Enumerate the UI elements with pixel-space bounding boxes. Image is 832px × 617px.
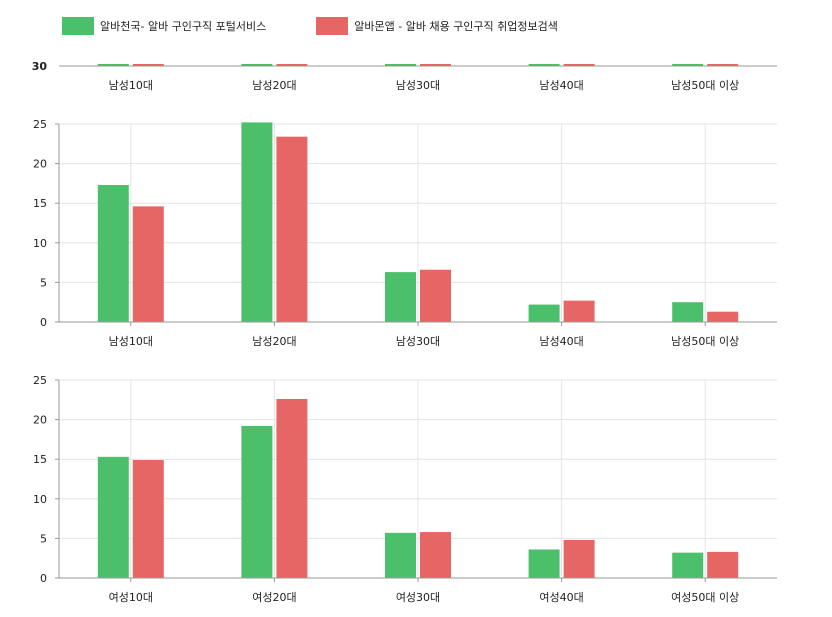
chart2-bar-series1-2[interactable] xyxy=(241,122,273,322)
legend-item-series1[interactable]: 알바천국- 알바 구인구직 포털서비스 xyxy=(62,16,266,36)
chart2-y-tick-label: 15 xyxy=(33,197,47,210)
chart3-y-tick-label: 20 xyxy=(33,414,47,427)
chart3-bar-series1-4[interactable] xyxy=(528,549,560,578)
chart3-bar-series2-1[interactable] xyxy=(132,459,164,578)
chart2-y-tick-label: 5 xyxy=(40,276,47,289)
chart2-bar-series1-5[interactable] xyxy=(672,302,704,322)
chart-legend: 알바천국- 알바 구인구직 포털서비스 알바몬앱 - 알바 채용 구인구직 취업… xyxy=(62,16,608,36)
chart1-y-tick-label: 30 xyxy=(32,60,48,73)
chart2-bar-series2-3[interactable] xyxy=(420,269,451,322)
legend-swatch-series1 xyxy=(62,17,94,35)
chart2-category-label: 남성10대 xyxy=(109,335,153,348)
chart2-category-label: 남성50대 이상 xyxy=(671,335,739,348)
chart2-y-tick-label: 10 xyxy=(33,237,47,250)
legend-swatch-series2 xyxy=(316,17,349,35)
legend-label-series1: 알바천국- 알바 구인구직 포털서비스 xyxy=(100,20,267,33)
chart2-category-label: 남성30대 xyxy=(396,335,440,348)
chart3-y-tick-label: 5 xyxy=(40,532,47,545)
chart1-category-label: 남성10대 xyxy=(109,79,153,92)
chart2-bar-series1-1[interactable] xyxy=(97,184,129,322)
chart1-category-label: 남성50대 이상 xyxy=(671,79,739,92)
chart2-bar-series2-5[interactable] xyxy=(707,311,739,322)
chart2-bar-series2-1[interactable] xyxy=(132,206,164,322)
chart2-y-tick-label: 0 xyxy=(40,316,47,329)
chart2-category-label: 남성20대 xyxy=(252,335,296,348)
chart2-bar-series1-4[interactable] xyxy=(528,304,560,322)
chart3-bar-series2-2[interactable] xyxy=(276,399,308,578)
chart3-bar-series1-2[interactable] xyxy=(241,425,273,578)
chart1-category-label: 남성30대 xyxy=(396,79,440,92)
chart2-bar-series2-4[interactable] xyxy=(563,300,595,322)
chart2-y-tick-label: 20 xyxy=(33,158,47,171)
chart3-bar-series2-4[interactable] xyxy=(563,539,595,578)
chart3-y-tick-label: 10 xyxy=(33,493,47,506)
chart2-category-label: 남성40대 xyxy=(539,335,583,348)
chart3-category-label: 여성30대 xyxy=(396,591,440,604)
chart3-category-label: 여성10대 xyxy=(109,591,153,604)
legend-item-series2[interactable]: 알바몬앱 - 알바 채용 구인구직 취업정보검색 xyxy=(316,16,558,36)
chart3-bar-series2-3[interactable] xyxy=(420,532,451,578)
chart1-category-label: 남성20대 xyxy=(252,79,296,92)
chart3-bar-series1-5[interactable] xyxy=(672,552,704,578)
chart3-category-label: 여성40대 xyxy=(539,591,583,604)
chart3-category-label: 여성20대 xyxy=(252,591,296,604)
chart2-bar-series2-2[interactable] xyxy=(276,136,308,322)
legend-label-series2: 알바몬앱 - 알바 채용 구인구직 취업정보검색 xyxy=(354,20,558,33)
chart3-y-tick-label: 15 xyxy=(33,453,47,466)
chart1-category-label: 남성40대 xyxy=(539,79,583,92)
chart2-y-tick-label: 25 xyxy=(33,118,47,131)
chart3-bar-series1-3[interactable] xyxy=(385,532,416,578)
chart3-y-tick-label: 25 xyxy=(33,374,47,387)
chart2-bar-series1-3[interactable] xyxy=(385,272,416,322)
chart3-category-label: 여성50대 이상 xyxy=(671,591,739,604)
chart3-y-tick-label: 0 xyxy=(40,572,47,585)
chart3-bar-series1-1[interactable] xyxy=(97,456,129,578)
chart3-bar-series2-5[interactable] xyxy=(707,551,739,578)
